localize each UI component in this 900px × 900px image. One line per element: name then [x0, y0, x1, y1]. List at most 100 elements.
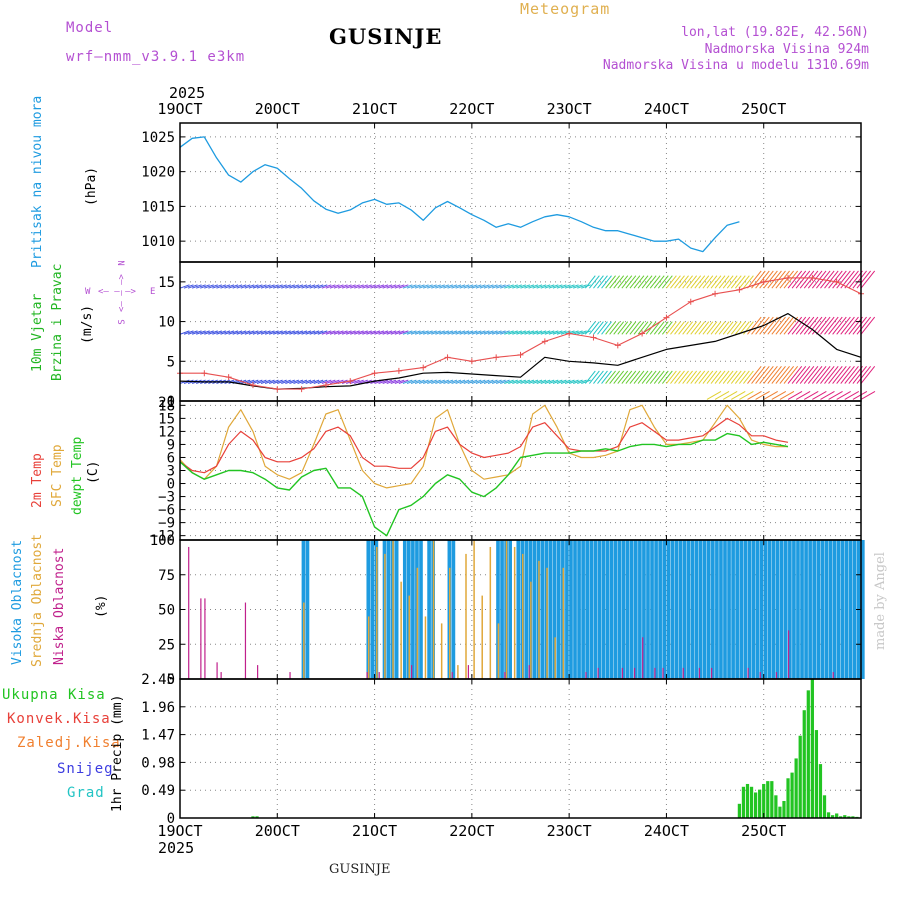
wind-barb	[427, 379, 437, 384]
wind-barb	[512, 330, 522, 335]
cloud-high-bar	[783, 540, 788, 679]
wind-barb	[370, 330, 381, 335]
wind-barb	[739, 275, 750, 289]
cloud-high-bar	[836, 540, 841, 679]
cloud-high-bar	[500, 540, 504, 679]
wind-barb	[390, 284, 401, 289]
wind-barb	[548, 330, 559, 335]
cloud-high-bar	[804, 540, 808, 679]
wind-barb	[613, 321, 625, 335]
cloud-high-bar	[573, 540, 577, 679]
wind-barb	[763, 270, 778, 289]
wind-barb	[856, 316, 872, 335]
wind-barb	[609, 370, 621, 384]
cloud-mid-bar	[408, 595, 410, 679]
cloud-high-bar	[593, 540, 598, 679]
wind-barb	[536, 330, 547, 335]
wind-barb	[710, 321, 722, 335]
wind-barb	[568, 284, 579, 289]
wind-barb	[346, 284, 356, 289]
t2m-line	[179, 417, 789, 474]
wind-barb	[625, 370, 637, 384]
wind-barb	[625, 275, 637, 289]
cloud-low-bar	[654, 667, 656, 679]
wind-barb	[730, 275, 742, 289]
temp-tick-label: −9	[158, 516, 175, 532]
cloud-high-bar	[702, 540, 707, 679]
wind-barb	[496, 284, 506, 289]
wind-barb	[354, 330, 364, 335]
dewpt-line	[179, 432, 789, 537]
wind-barb	[285, 284, 295, 289]
wind-barb	[443, 379, 454, 384]
year-top: 2025	[169, 84, 206, 102]
cloud-high-bar	[666, 540, 671, 679]
cloud-high-bar	[305, 540, 310, 679]
wind-barb	[350, 379, 360, 384]
wind-barb	[289, 330, 300, 335]
wind-barb	[204, 284, 214, 289]
precip-label-frozen: Zaledj.Kisa	[17, 735, 121, 751]
wind-barb	[544, 330, 555, 335]
wind-barb	[613, 370, 625, 384]
wind-barb	[540, 284, 551, 289]
wind-barb	[427, 284, 437, 289]
wind-barb	[297, 330, 308, 335]
cloud-mid-bar	[465, 553, 467, 679]
wind-barb	[702, 370, 714, 384]
wind-barb	[568, 379, 579, 384]
wind-barb	[743, 275, 754, 289]
wind-barb	[447, 284, 458, 289]
wind-barb	[690, 370, 702, 384]
precip-bar	[749, 786, 754, 818]
wind-gust-point	[760, 278, 767, 285]
wind-barb	[657, 275, 669, 289]
cloud-low-bar	[634, 667, 636, 679]
wind-barb	[451, 330, 462, 335]
cloud-low-bar	[775, 672, 778, 679]
wind-barb	[649, 321, 661, 335]
wind-barb	[812, 390, 827, 400]
cloud-high-bar	[625, 540, 630, 679]
wind-barb	[273, 379, 283, 384]
cloud-high-bar	[662, 540, 667, 679]
lonlat-label: lon,lat (19.82E, 42.56N)	[681, 25, 869, 40]
cloud-mid-bar	[376, 546, 378, 679]
wind-barb	[548, 284, 559, 289]
wind-barb	[775, 365, 790, 384]
wind-barb	[605, 370, 616, 384]
wind-barb	[637, 321, 649, 335]
wind-barb	[751, 365, 766, 384]
wind-barb	[475, 379, 486, 384]
wind-barb	[358, 330, 368, 335]
wind-barb	[584, 321, 596, 335]
x-tick-label-bottom: 25OCT	[741, 822, 786, 840]
wind-barb	[674, 275, 685, 289]
precip-bar	[818, 764, 823, 818]
wind-barb	[755, 270, 770, 289]
wind-barb	[730, 370, 742, 384]
wind-barb	[321, 379, 332, 384]
x-tick-label-bottom: 19OCT	[157, 822, 202, 840]
wind-barb	[467, 330, 478, 335]
wind-gust-point	[371, 370, 378, 377]
wind-gust-point	[493, 354, 500, 361]
wind-barb	[629, 275, 641, 289]
wind-barb	[832, 270, 847, 289]
wind-barb	[196, 284, 206, 289]
wind-barb	[633, 275, 645, 289]
wind-barb	[787, 390, 803, 400]
cloud-high-bar	[698, 540, 703, 679]
wind-barb	[281, 330, 291, 335]
wind-barb	[281, 284, 291, 289]
wind-barb	[593, 275, 604, 289]
wind-gust-point	[566, 330, 573, 337]
wind-barb	[483, 284, 494, 289]
wind-barb	[301, 330, 312, 335]
wind-barb	[670, 321, 681, 335]
wind-barb	[451, 284, 462, 289]
cloud-high-bar	[411, 540, 415, 679]
cloud-mid-bar	[440, 623, 443, 679]
wind-barb	[779, 390, 795, 400]
precip-bar	[753, 792, 758, 818]
